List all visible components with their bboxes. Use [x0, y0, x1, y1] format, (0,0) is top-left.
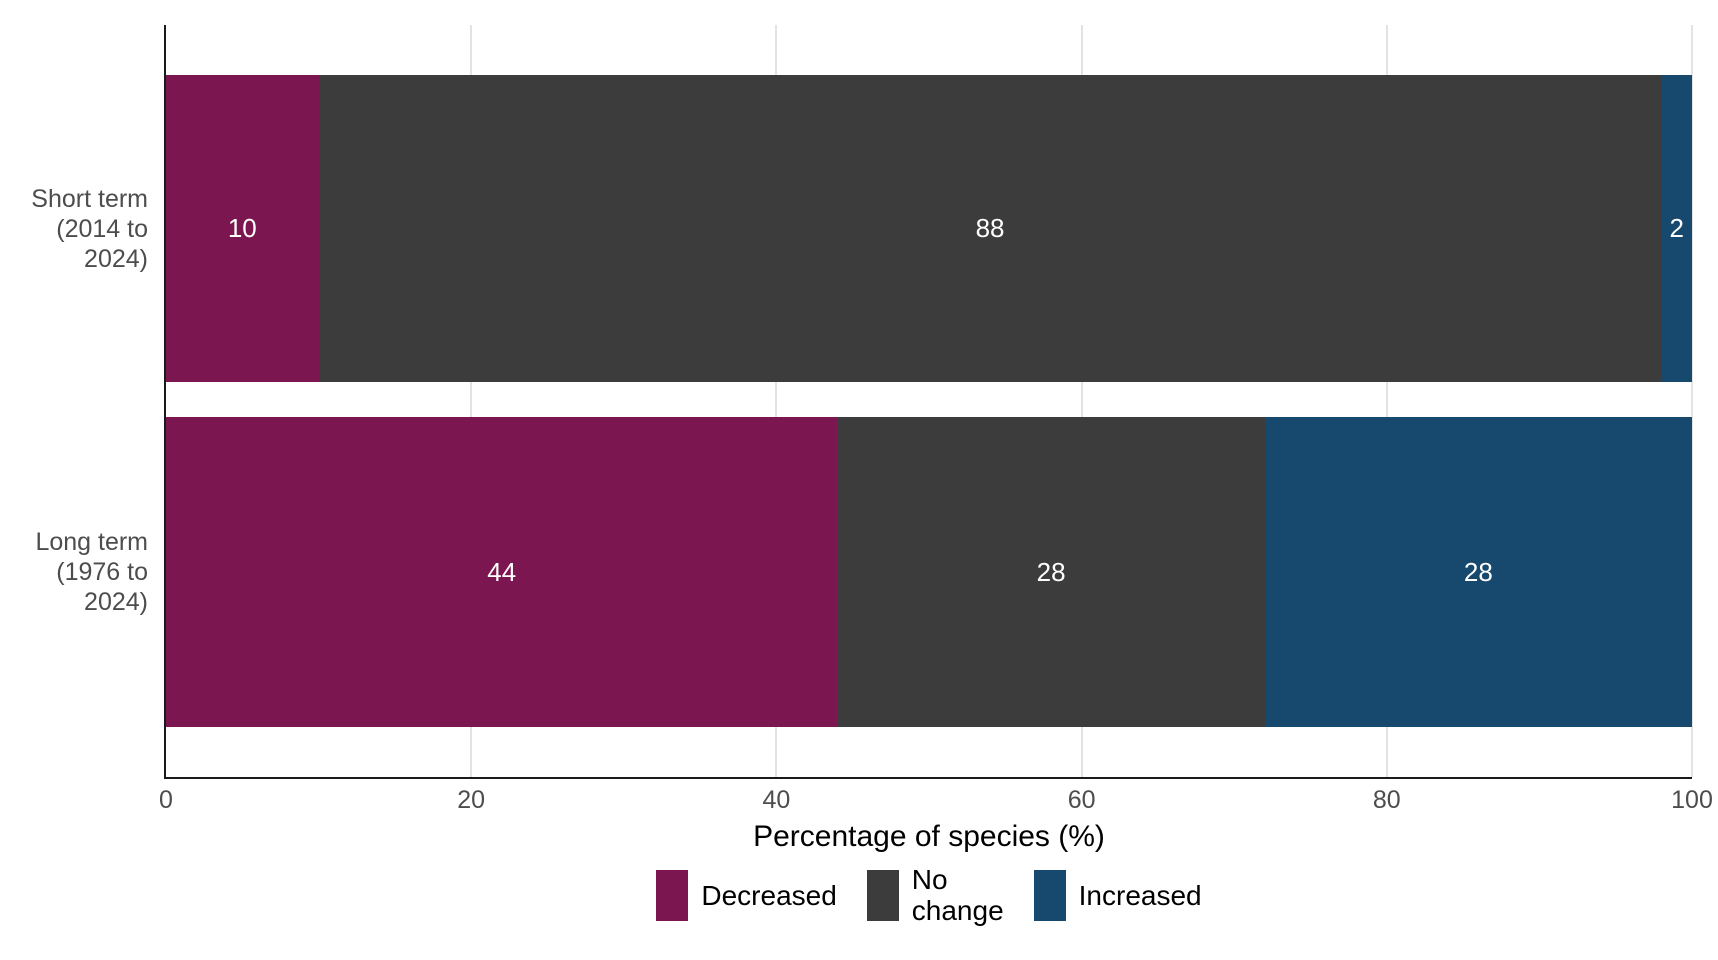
bar-segment-long-term-no-change: 28 [837, 417, 1265, 727]
legend-swatch-icon [866, 869, 899, 921]
gridline-40 [775, 25, 778, 777]
x-tick-label-40: 40 [762, 786, 791, 814]
x-tick-label-80: 80 [1372, 786, 1401, 814]
legend: Decreased No change Increased [166, 864, 1692, 926]
legend-item-increased: Increased [1033, 869, 1202, 921]
y-axis-category-label-line: Short term [31, 184, 148, 213]
y-axis-category-label-short-term: Short term (2014 to 2024) [0, 184, 148, 274]
bar-segment-short-term-decreased: 10 [166, 75, 319, 382]
gridline-100 [1691, 25, 1693, 777]
x-tick-label-20: 20 [457, 786, 486, 814]
legend-swatch-icon [1033, 869, 1066, 921]
bar-value-label: 2 [1669, 213, 1684, 243]
legend-label-line: No [911, 864, 948, 895]
y-axis-category-label-line: 2024) [84, 244, 148, 273]
y-axis-category-label-line: (2014 to [56, 214, 148, 243]
x-axis-title: Percentage of species (%) [753, 820, 1105, 853]
legend-label-line: Increased [1078, 879, 1202, 911]
bar-value-label: 28 [1036, 556, 1066, 587]
y-axis-line [164, 25, 166, 777]
plot-panel: 10 88 2 44 28 28 [164, 25, 1693, 779]
legend-label: Decreased [701, 880, 836, 911]
bar-value-label: 88 [975, 213, 1005, 243]
legend-label-line: change [911, 895, 1004, 926]
bar-segment-short-term-increased: 2 [1661, 75, 1692, 382]
gridline-20 [470, 25, 473, 777]
x-tick-label-60: 60 [1067, 786, 1096, 814]
x-tick-label-100: 100 [1671, 786, 1713, 814]
bar-value-label: 10 [227, 213, 257, 243]
bar-segment-long-term-increased: 28 [1264, 417, 1692, 727]
legend-label-line: Decreased [701, 879, 837, 911]
bar-value-label: 28 [1463, 556, 1493, 587]
y-axis-category-label-long-term: Long term (1976 to 2024) [0, 527, 148, 617]
bar-segment-short-term-no-change: 88 [318, 75, 1662, 382]
legend-label: No change [912, 864, 1004, 926]
y-axis-category-label-line: 2024) [84, 588, 148, 616]
bar-segment-long-term-decreased: 44 [166, 417, 838, 727]
x-tick-label-0: 0 [159, 786, 173, 814]
y-axis-category-label-line: (1976 to [56, 558, 148, 586]
legend-swatch-icon [656, 869, 689, 921]
legend-item-no-change: No change [866, 864, 1004, 926]
gridline-80 [1385, 25, 1388, 777]
gridline-60 [1080, 25, 1083, 777]
legend-label: Increased [1079, 880, 1202, 911]
y-axis-category-label-line: Long term [35, 528, 148, 556]
bar-row-short-term: 10 88 2 [166, 75, 1692, 382]
bar-row-long-term: 44 28 28 [166, 417, 1692, 727]
bar-value-label: 44 [487, 556, 517, 587]
x-axis-line [164, 777, 1692, 779]
legend-item-decreased: Decreased [656, 869, 837, 921]
